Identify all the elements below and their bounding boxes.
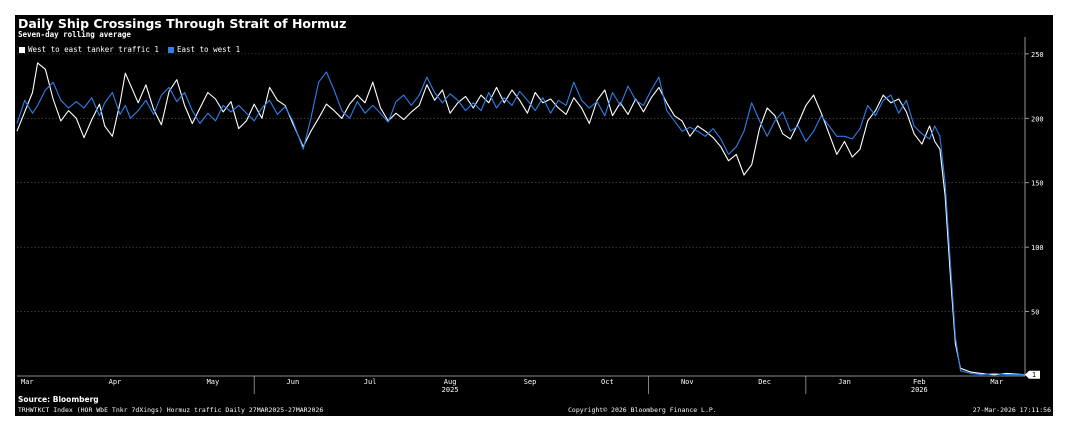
x-tick-label: Mar [21, 378, 34, 386]
legend-item-west-to-east: West to east tanker traffic 1 [19, 45, 159, 54]
footer-timestamp: 27-Mar-2026 17:11:56 [972, 406, 1051, 414]
footer-copyright: Copyright© 2026 Bloomberg Finance L.P. [568, 406, 717, 414]
legend: West to east tanker traffic 1 East to we… [19, 45, 249, 54]
x-tick-label: Nov [681, 378, 694, 386]
y-tick-label: 50 [1031, 309, 1039, 317]
x-tick-label: Jul [364, 378, 377, 386]
last-value-label: 1 [1032, 371, 1036, 379]
legend-swatch-white [19, 46, 25, 53]
axis-layer: 50 100 150 200 250 Mar Apr May Jun Jul Aug Sep Oct No… [17, 37, 1044, 394]
chart-frame: 50 100 150 200 250 Mar Apr May Jun Jul Aug Sep Oct No… [15, 15, 1053, 416]
footer-index-description: TRHWTKCT Index (HOR WbE Tnkr 7dXings) Ho… [18, 406, 324, 414]
series-line-west-to-east [16, 62, 1026, 376]
x-year-label: 2026 [911, 386, 928, 394]
x-tick-label: Jan [838, 378, 851, 386]
legend-label-west-to-east: West to east tanker traffic 1 [28, 45, 159, 54]
y-tick-label: 200 [1031, 115, 1044, 123]
chart-title: Daily Ship Crossings Through Strait of H… [18, 16, 347, 31]
series-line-east-to-west [16, 71, 1025, 376]
x-tick-label: Feb [913, 378, 926, 386]
x-tick-label: Mar [990, 378, 1003, 386]
series-layer [16, 62, 1026, 376]
chart-subtitle: Seven-day rolling average [18, 30, 131, 39]
x-year-label: 2025 [442, 386, 459, 394]
legend-label-east-to-west: East to west 1 [176, 45, 241, 54]
last-value-marker [1025, 370, 1040, 379]
line-chart: 50 100 150 200 250 Mar Apr May Jun Jul Aug Sep Oct No… [16, 37, 1044, 394]
x-tick-label: Dec [758, 378, 771, 386]
x-tick-label: Oct [601, 378, 614, 386]
legend-swatch-blue [167, 46, 174, 53]
source-label: Source: Bloomberg [18, 395, 99, 404]
x-tick-label: May [207, 378, 220, 386]
x-tick-label: Sep [524, 378, 537, 386]
x-tick-label: Aug [444, 378, 457, 386]
y-tick-label: 150 [1031, 180, 1044, 188]
grid-layer [17, 53, 1025, 312]
x-tick-label: Jun [287, 378, 300, 386]
legend-item-east-to-west: East to west 1 [167, 45, 241, 54]
y-tick-label: 100 [1031, 244, 1044, 252]
x-tick-label: Apr [109, 378, 122, 386]
y-tick-label: 250 [1031, 51, 1044, 59]
